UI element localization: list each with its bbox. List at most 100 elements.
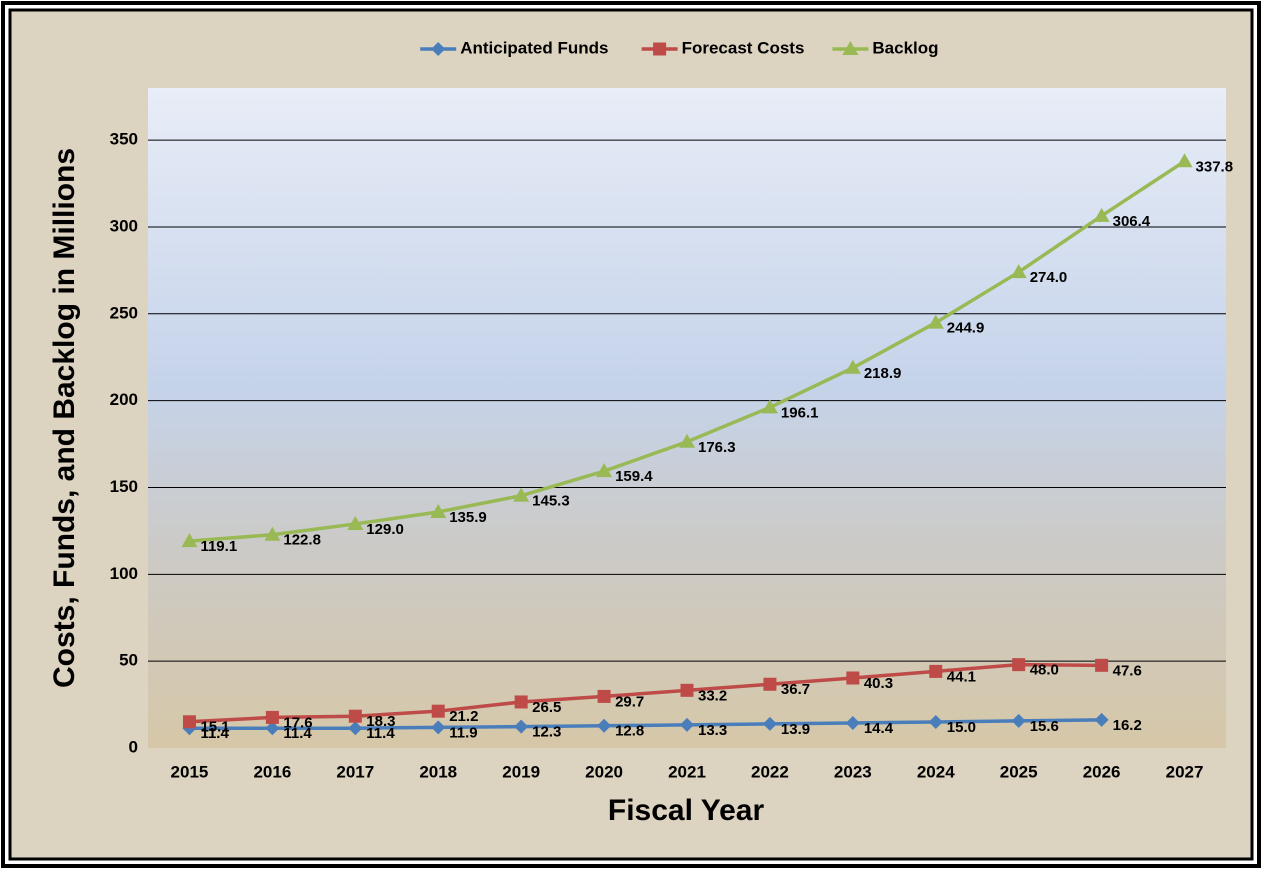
data-label: 129.0	[366, 521, 404, 538]
y-axis-title: Costs, Funds, and Backlog in Millions	[48, 148, 81, 688]
y-tick-label: 300	[110, 216, 138, 235]
marker	[431, 720, 446, 735]
data-label: 21.2	[449, 708, 478, 725]
data-label: 11.4	[366, 725, 395, 742]
data-label: 14.4	[864, 720, 894, 737]
data-label: 16.2	[1113, 717, 1142, 734]
marker	[844, 359, 861, 374]
x-tick-label: 2019	[502, 762, 540, 781]
data-label: 337.8	[1196, 158, 1234, 175]
data-label: 26.5	[532, 699, 561, 716]
data-label: 244.9	[947, 320, 985, 337]
marker	[928, 714, 943, 729]
legend-label: Anticipated Funds	[460, 38, 608, 57]
x-tick-label: 2015	[171, 762, 209, 781]
marker	[680, 683, 694, 697]
marker	[430, 503, 447, 518]
x-tick-label: 2024	[917, 762, 955, 781]
data-label: 122.8	[283, 532, 321, 549]
data-label: 29.7	[615, 693, 644, 710]
data-label: 13.9	[781, 721, 810, 738]
x-tick-label: 2021	[668, 762, 706, 781]
marker	[348, 721, 363, 736]
marker	[1010, 264, 1027, 279]
data-label: 159.4	[615, 468, 653, 485]
y-tick-label: 0	[129, 737, 138, 756]
marker	[596, 463, 613, 478]
marker	[1094, 712, 1109, 727]
series-line	[189, 718, 1102, 730]
x-tick-label: 2017	[336, 762, 374, 781]
x-tick-label: 2027	[1166, 762, 1204, 781]
data-label: 40.3	[864, 675, 893, 692]
y-tick-label: 200	[110, 390, 138, 409]
marker	[597, 718, 612, 733]
marker	[845, 715, 860, 730]
data-label: 48.0	[1030, 662, 1059, 679]
data-label: 196.1	[781, 404, 819, 421]
legend-marker	[431, 42, 446, 56]
y-tick-label: 100	[110, 564, 138, 583]
marker	[1011, 713, 1026, 728]
x-tick-label: 2023	[834, 762, 872, 781]
y-tick-label: 50	[119, 651, 138, 670]
data-label: 44.1	[947, 668, 976, 685]
marker	[1012, 658, 1026, 672]
legend-label: Forecast Costs	[682, 38, 805, 57]
data-label: 135.9	[449, 509, 487, 526]
legend-marker	[653, 42, 667, 56]
data-label: 36.7	[781, 681, 810, 698]
x-tick-label: 2018	[419, 762, 457, 781]
data-label: 15.0	[947, 719, 976, 736]
marker	[929, 664, 943, 678]
data-label: 33.2	[698, 687, 727, 704]
data-label: 12.3	[532, 724, 561, 741]
data-label: 12.8	[615, 723, 644, 740]
data-label: 15.1	[200, 719, 229, 736]
data-label: 47.6	[1113, 662, 1142, 679]
marker	[597, 689, 611, 703]
legend-item: Forecast Costs	[641, 38, 805, 57]
data-label: 274.0	[1030, 269, 1068, 286]
series-line	[189, 662, 1102, 724]
legend-label: Backlog	[872, 38, 938, 57]
x-axis-title: Fiscal Year	[608, 794, 765, 827]
marker	[680, 717, 694, 732]
marker	[514, 719, 529, 734]
x-tick-label: 2025	[1000, 762, 1038, 781]
data-label: 18.3	[366, 713, 395, 730]
y-tick-label: 250	[110, 303, 138, 322]
x-tick-label: 2020	[585, 762, 623, 781]
marker	[265, 710, 279, 724]
marker	[763, 677, 777, 691]
data-label: 15.6	[1030, 718, 1059, 735]
x-tick-label: 2016	[253, 762, 291, 781]
x-tick-label: 2026	[1083, 762, 1121, 781]
data-label: 17.6	[283, 714, 312, 731]
data-label: 11.4	[200, 725, 229, 742]
data-label: 11.9	[449, 724, 477, 741]
marker	[1093, 207, 1110, 222]
legend-item: Backlog	[832, 38, 939, 57]
marker	[1095, 658, 1109, 672]
data-label: 13.3	[698, 722, 727, 739]
marker	[264, 526, 281, 541]
marker	[514, 695, 528, 709]
marker	[761, 399, 778, 414]
data-label: 119.1	[200, 538, 237, 555]
marker	[181, 533, 198, 548]
marker	[927, 314, 944, 329]
legend-marker	[842, 41, 859, 55]
y-tick-label: 150	[110, 477, 138, 496]
data-label: 145.3	[532, 493, 570, 510]
marker	[348, 709, 362, 723]
data-label: 306.4	[1113, 213, 1151, 230]
y-tick-label: 350	[110, 130, 138, 149]
marker	[265, 721, 280, 736]
data-label: 218.9	[864, 365, 902, 382]
marker	[1176, 153, 1193, 168]
marker	[431, 704, 445, 718]
marker	[679, 433, 695, 448]
